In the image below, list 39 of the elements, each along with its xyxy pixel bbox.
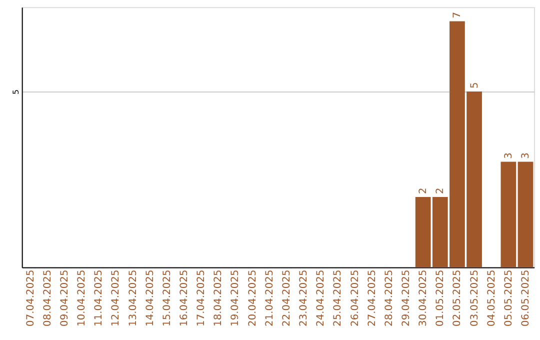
x-tick-label: 08.04.2025 [42,270,54,326]
x-tick-label: 25.04.2025 [332,270,344,326]
bar [415,196,431,268]
data-label: 7 [452,12,464,18]
x-tick-label: 28.04.2025 [384,270,395,326]
x-tick-label: 13.04.2025 [128,270,139,326]
x-tick-label: 26.04.2025 [350,270,361,326]
x-tick-label: 03.05.2025 [469,270,480,326]
x-tick-label: 20.04.2025 [247,270,258,326]
x-tick-label: 10.04.2025 [76,270,88,326]
x-tick-label: 12.04.2025 [110,270,122,326]
x-tick-label: 04.05.2025 [486,270,498,326]
x-tick-label: 05.05.2025 [503,270,514,326]
x-tick-label: 21.04.2025 [264,270,276,326]
bar [518,162,534,268]
x-tick-label: 27.04.2025 [366,270,378,326]
x-tick-label: 15.04.2025 [162,270,173,326]
data-label: 5 [469,82,480,89]
x-tick-label: 29.04.2025 [400,270,412,326]
data-label: 3 [520,152,532,159]
x-tick-label: 23.04.2025 [298,270,310,326]
data-label: 2 [418,188,430,194]
bar [500,162,516,268]
x-tick-label: 14.04.2025 [144,270,156,326]
x-tick-label: 17.04.2025 [196,270,208,326]
data-label: 2 [435,188,446,194]
x-tick-label: 02.05.2025 [452,270,464,326]
x-tick-label: 30.04.2025 [418,270,430,326]
x-tick-label: 16.04.2025 [179,270,190,326]
x-tick-label: 01.05.2025 [435,270,446,326]
x-tick-label: 18.04.2025 [213,270,224,326]
data-label: 3 [503,152,514,159]
x-tick-label: 24.04.2025 [316,270,327,326]
x-tick-label: 09.04.2025 [60,270,70,326]
x-tick-label: 06.05.2025 [520,270,532,326]
x-tick-label: 22.04.2025 [281,270,292,326]
x-tick-label: 07.04.2025 [25,270,36,326]
x-tick-label: 19.04.2025 [230,270,242,326]
x-tick-label: 11.04.2025 [94,270,105,326]
